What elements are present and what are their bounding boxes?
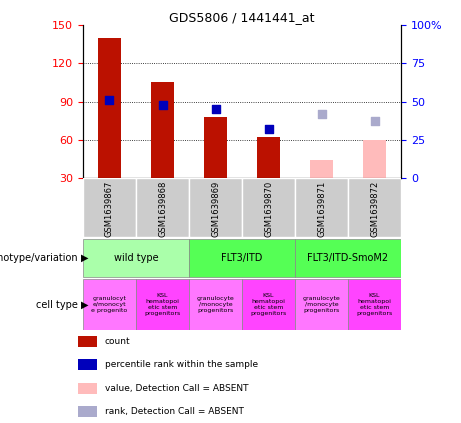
Text: GSM1639868: GSM1639868 — [158, 181, 167, 237]
Bar — [136, 178, 189, 237]
Bar — [348, 178, 401, 237]
Text: FLT3/ITD-SmoM2: FLT3/ITD-SmoM2 — [307, 253, 389, 263]
Bar — [257, 137, 280, 178]
Text: KSL
hematopoi
etic stem
progenitors: KSL hematopoi etic stem progenitors — [144, 294, 181, 316]
Bar — [242, 279, 295, 330]
Text: ▶: ▶ — [81, 253, 88, 263]
Text: genotype/variation: genotype/variation — [0, 253, 78, 263]
Bar — [83, 279, 136, 330]
Text: cell type: cell type — [36, 299, 78, 310]
Bar — [348, 279, 401, 330]
Bar — [77, 336, 97, 347]
Bar — [363, 140, 386, 178]
Text: granulocyt
e/monocyt
e progenito: granulocyt e/monocyt e progenito — [91, 296, 128, 313]
Point — [159, 101, 166, 108]
Bar — [77, 406, 97, 417]
Title: GDS5806 / 1441441_at: GDS5806 / 1441441_at — [169, 11, 315, 24]
Point — [265, 126, 272, 132]
Bar — [310, 160, 333, 178]
Point — [318, 110, 325, 117]
Bar — [295, 178, 348, 237]
Point — [371, 118, 378, 125]
Bar — [98, 38, 121, 178]
Bar — [189, 239, 295, 277]
Text: GSM1639872: GSM1639872 — [370, 181, 379, 237]
Text: GSM1639869: GSM1639869 — [211, 181, 220, 237]
Text: GSM1639867: GSM1639867 — [105, 181, 114, 237]
Bar — [136, 279, 189, 330]
Text: KSL
hematopoi
etic stem
progenitors: KSL hematopoi etic stem progenitors — [250, 294, 287, 316]
Text: value, Detection Call = ABSENT: value, Detection Call = ABSENT — [105, 384, 248, 393]
Bar — [83, 178, 136, 237]
Bar — [83, 239, 189, 277]
Bar — [77, 382, 97, 394]
Text: count: count — [105, 337, 130, 346]
Bar — [295, 239, 401, 277]
Text: GSM1639871: GSM1639871 — [317, 181, 326, 237]
Bar — [242, 178, 295, 237]
Text: rank, Detection Call = ABSENT: rank, Detection Call = ABSENT — [105, 407, 243, 416]
Bar — [189, 178, 242, 237]
Text: granulocyte
/monocyte
progenitors: granulocyte /monocyte progenitors — [197, 296, 234, 313]
Bar — [151, 82, 174, 178]
Text: KSL
hematopoi
etic stem
progenitors: KSL hematopoi etic stem progenitors — [356, 294, 393, 316]
Bar — [204, 117, 227, 178]
Text: granulocyte
/monocyte
progenitors: granulocyte /monocyte progenitors — [303, 296, 340, 313]
Text: ▶: ▶ — [81, 299, 88, 310]
Text: FLT3/ITD: FLT3/ITD — [221, 253, 263, 263]
Text: percentile rank within the sample: percentile rank within the sample — [105, 360, 258, 369]
Text: wild type: wild type — [114, 253, 158, 263]
Point — [106, 96, 113, 103]
Bar — [189, 279, 242, 330]
Point — [212, 106, 219, 113]
Bar — [295, 279, 348, 330]
Text: GSM1639870: GSM1639870 — [264, 181, 273, 237]
Bar — [77, 359, 97, 371]
